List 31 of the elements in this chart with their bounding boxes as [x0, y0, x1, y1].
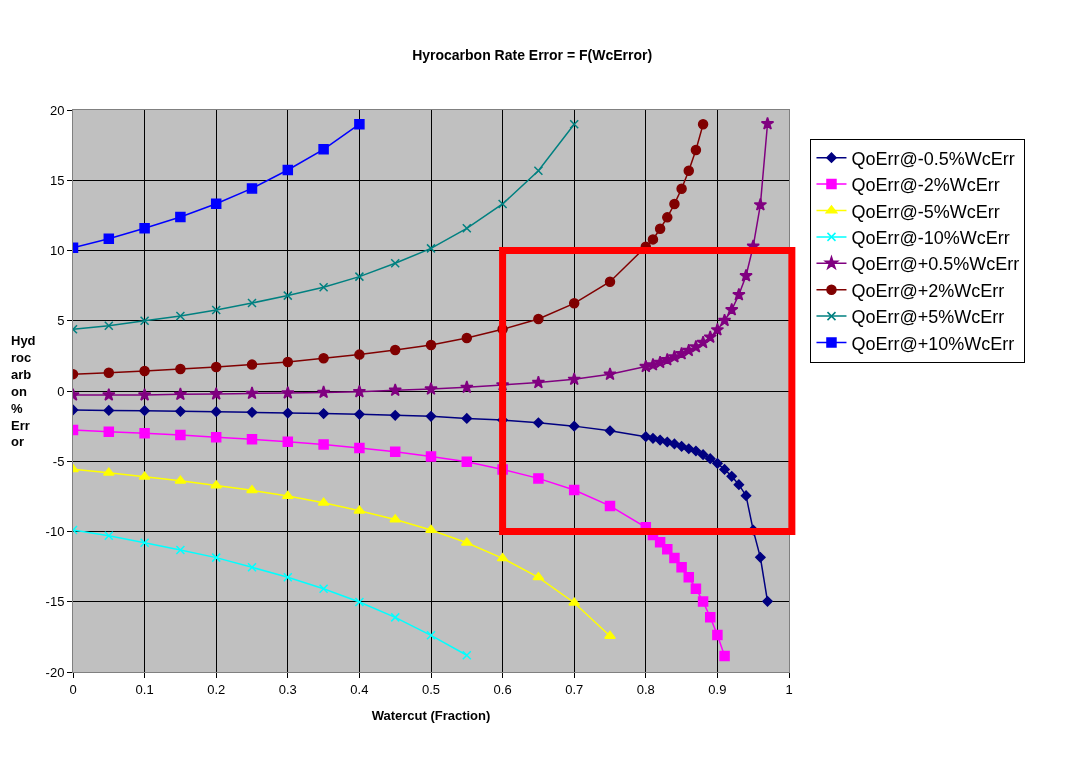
x-tick-label: 0.2 [207, 681, 226, 697]
legend-label: QoErr@-2%WcErr [851, 175, 1000, 196]
y-tick-label: 15 [49, 172, 65, 188]
x-tick-label: 1 [785, 681, 793, 697]
legend-label: QoErr@-5%WcErr [851, 201, 1000, 222]
y-tick-label: 5 [57, 313, 65, 329]
x-tick-label: 0.7 [565, 681, 584, 697]
y-tick-label: -5 [52, 453, 65, 469]
legend-label: QoErr@+10%WcErr [851, 333, 1015, 354]
x-tick-label: 0.9 [708, 681, 727, 697]
legend-label: QoErr@-10%WcErr [851, 227, 1010, 248]
chart-title: Hyrocarbon Rate Error = F(WcError) [412, 46, 653, 63]
legend-label: QoErr@+2%WcErr [851, 280, 1005, 301]
legend-label: QoErr@-0.5%WcErr [851, 148, 1015, 169]
legend-label: QoErr@+5%WcErr [851, 307, 1005, 328]
x-tick-label: 0 [69, 681, 77, 697]
x-tick-label: 0.8 [636, 681, 655, 697]
y-tick-label: -10 [45, 524, 65, 540]
x-tick-label: 0.3 [278, 681, 297, 697]
x-axis-title: Watercut (Fraction) [371, 708, 491, 724]
x-tick-label: 0.6 [493, 681, 512, 697]
y-tick-label: 0 [57, 383, 65, 399]
x-tick-label: 0.4 [350, 681, 369, 697]
y-tick-label: 10 [49, 243, 65, 259]
x-tick-label: 0.1 [135, 681, 154, 697]
y-axis-title: Hydrocarbon % Error [11, 333, 36, 450]
legend-label: QoErr@+0.5%WcErr [851, 254, 1020, 275]
y-tick-label: -20 [45, 664, 65, 680]
x-tick-label: 0.5 [421, 681, 441, 697]
y-tick-label: -15 [45, 594, 65, 610]
y-tick-label: 20 [49, 102, 65, 118]
